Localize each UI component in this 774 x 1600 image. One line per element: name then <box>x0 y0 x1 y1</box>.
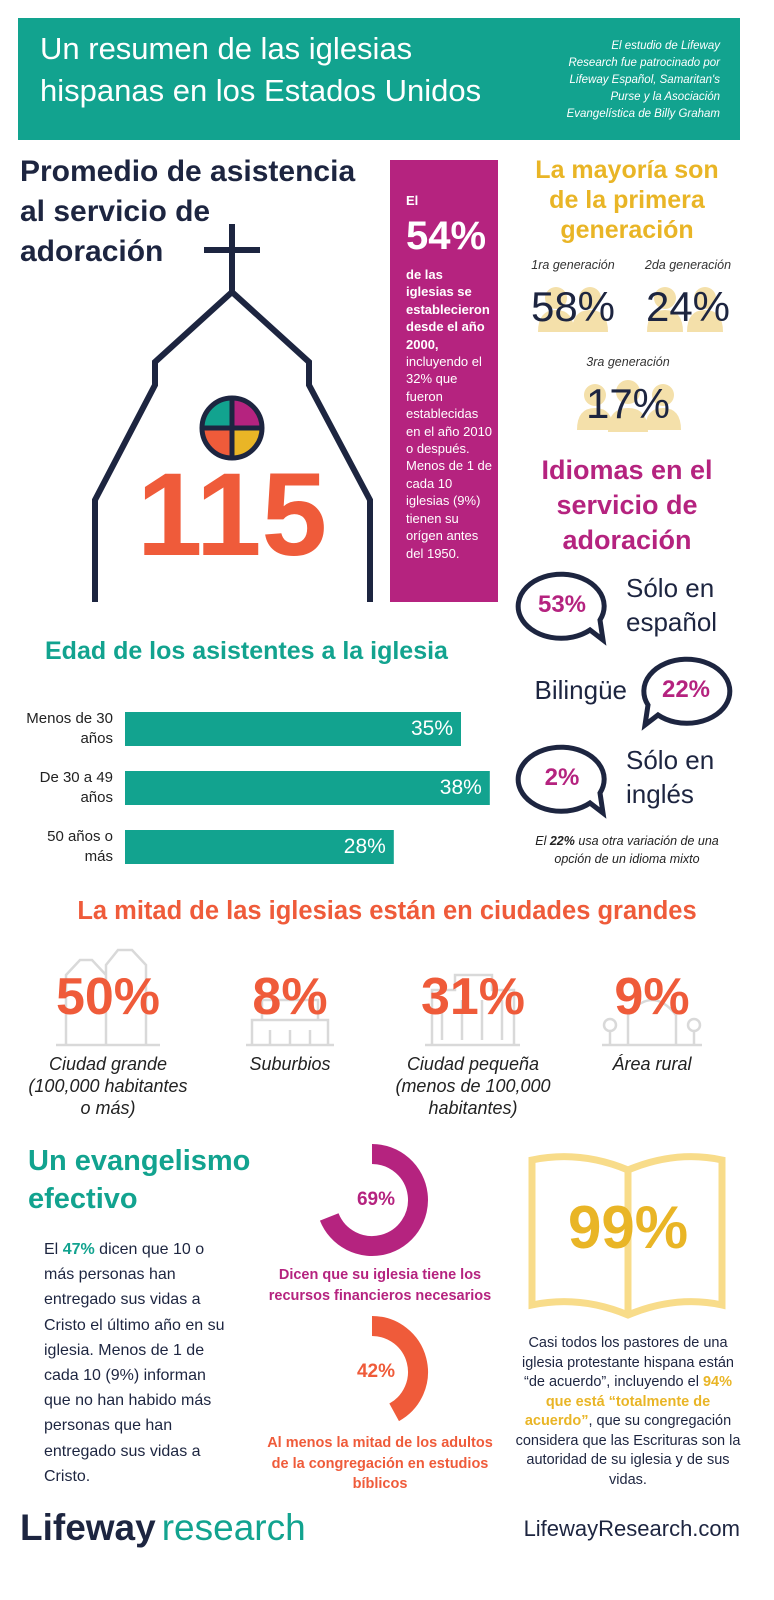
scripture-before: Casi todos los pastores de una iglesia p… <box>521 1335 734 1390</box>
note-before: El <box>535 834 547 848</box>
city-label: (100,000 habitantes <box>28 1076 188 1096</box>
header-title: hispanas en los Estados Unidos <box>40 73 482 108</box>
speech-bubbles <box>515 571 733 819</box>
header-sponsor: Research fue patrocinado por <box>568 57 720 69</box>
donut-value-label: 69% <box>356 1189 396 1210</box>
attendance-value: 115 <box>136 449 328 581</box>
paragraph-after: dicen que 10 o más personas han entregad… <box>44 1241 225 1485</box>
note-after: usa otra variación de una opción de un i… <box>554 834 719 866</box>
cities-title: La mitad de las iglesias están en ciudad… <box>77 897 697 925</box>
languages-title: servicio de <box>556 490 698 520</box>
paragraph-highlight: 47% <box>62 1241 95 1258</box>
stat-rest-text: incluyendo el 32% que fueron establecida… <box>406 354 493 561</box>
city-value: 50% <box>55 968 161 1026</box>
generation-label: 2da generación <box>644 258 732 272</box>
city-label: Área rural <box>612 1054 692 1074</box>
attendance-title: Promedio de asistencia <box>20 155 356 188</box>
header-sponsor: Lifeway Español, Samaritan's <box>569 74 721 86</box>
generation-label: 3ra generación <box>586 355 670 369</box>
city-value: 9% <box>614 968 690 1026</box>
language-label: español <box>626 607 718 637</box>
age-bar <box>125 771 490 805</box>
header-sponsor: Evangelística de Billy Graham <box>566 108 720 120</box>
city-icons <box>56 948 702 1047</box>
stat-bold-text: de las iglesias se establecieron desde e… <box>406 267 490 352</box>
generation-title: La mayoría son <box>535 156 719 184</box>
age-label: más <box>84 848 113 865</box>
attendance-title: adoración <box>20 235 164 268</box>
city-label: o más) <box>80 1098 136 1118</box>
attendance-title: al servicio de <box>20 195 211 228</box>
evangelism-title: efectivo <box>28 1183 138 1215</box>
age-label: De 30 a 49 <box>39 769 113 786</box>
footer-url: LifewayResearch.com <box>523 1516 740 1541</box>
city-label: Suburbios <box>249 1054 331 1074</box>
age-bar <box>125 830 394 864</box>
stat-value: 54% <box>406 214 487 258</box>
scripture-text: Casi todos los pastores de una iglesia p… <box>512 1334 744 1490</box>
city-label: Ciudad pequeña <box>406 1054 540 1074</box>
languages-title: Idiomas en el <box>541 455 713 485</box>
note-bold: 22% <box>549 834 575 848</box>
age-label: años <box>80 730 113 747</box>
age-value-label: 38% <box>439 776 482 799</box>
generation-value: 24% <box>645 283 731 330</box>
people-icons <box>538 287 723 432</box>
age-label: Menos de 30 <box>26 710 113 727</box>
age-value-label: 35% <box>410 717 453 740</box>
city-label: Ciudad grande <box>48 1054 168 1074</box>
generation-value: 17% <box>585 380 671 427</box>
age-label: años <box>80 789 113 806</box>
logo-research: research <box>161 1507 306 1548</box>
church-window <box>199 395 265 461</box>
language-label: Bilingüe <box>534 675 627 705</box>
languages-title: adoración <box>562 525 692 555</box>
marks <box>125 712 490 1422</box>
donut-caption: Dicen que su iglesia tiene los recursos … <box>268 1267 492 1304</box>
header-sponsor: Purse y la Asociación <box>610 91 720 103</box>
language-value: 22% <box>661 676 711 703</box>
generation-label: 1ra generación <box>531 258 615 272</box>
church-icon <box>92 224 373 602</box>
language-value: 2% <box>544 764 580 791</box>
stat-intro: El <box>406 193 419 208</box>
generation-title: generación <box>560 216 694 244</box>
donut-arc <box>319 1144 428 1256</box>
footer-logo: Lifeway research <box>20 1506 306 1550</box>
age-title: Edad de los asistentes a la iglesia <box>45 637 448 665</box>
language-value: 53% <box>537 591 587 618</box>
logo-lifeway: Lifeway <box>20 1507 156 1548</box>
donut-caption: Al menos la mitad de los adultos de la c… <box>267 1435 493 1492</box>
header-sponsor: El estudio de Lifeway <box>611 40 720 52</box>
city-label: (menos de 100,000 <box>395 1076 551 1096</box>
evangelism-paragraph: El 47% dicen que 10 o más personas han e… <box>44 1237 234 1489</box>
generation-value: 58% <box>530 283 616 330</box>
language-label: inglés <box>626 779 694 809</box>
scripture-value: 99% <box>567 1194 689 1261</box>
city-label: habitantes) <box>428 1098 518 1118</box>
generation-title: de la primera <box>549 186 705 214</box>
age-bar <box>125 712 461 746</box>
header-band <box>18 18 740 140</box>
donut-arc <box>371 1316 428 1422</box>
stat-text: de las iglesias se establecieron desde e… <box>406 266 494 562</box>
age-label: 50 años o <box>47 828 113 845</box>
stat-box-text: El 54% de las iglesias se establecieron de… <box>406 192 494 562</box>
city-value: 8% <box>252 968 328 1026</box>
paragraph-before: El <box>44 1241 59 1258</box>
evangelism-title: Un evangelismo <box>28 1145 251 1177</box>
language-label: Sólo en <box>626 573 715 603</box>
book-icon <box>528 1153 726 1319</box>
donut-value-label: 42% <box>356 1361 396 1382</box>
header-title: Un resumen de las iglesias <box>40 31 413 66</box>
scripture-highlight: 94% que está “totalmente de acuerdo” <box>524 1374 732 1429</box>
city-value: 31% <box>420 968 526 1026</box>
language-note: El 22% usa otra variación de una opción … <box>517 832 737 868</box>
scripture-after: , que su congregación considera que las … <box>515 1413 741 1488</box>
language-label: Sólo en <box>626 745 715 775</box>
stat-box <box>390 160 498 602</box>
age-value-label: 28% <box>343 835 386 858</box>
